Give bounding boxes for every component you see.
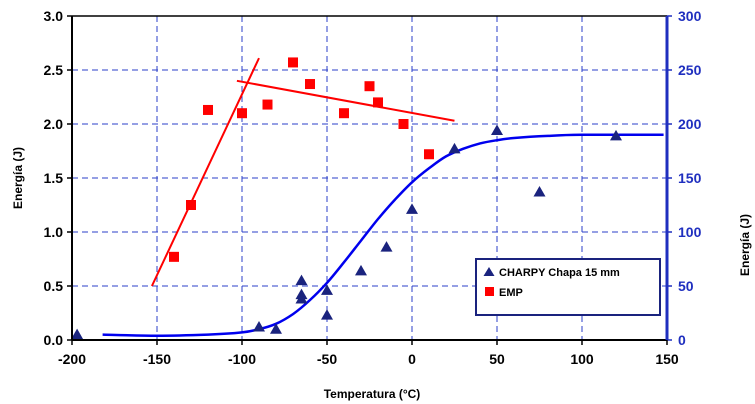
left-y-tick-label: 1.5 bbox=[44, 170, 64, 186]
charpy-point bbox=[533, 186, 546, 197]
emp-point bbox=[373, 97, 383, 108]
emp-point bbox=[262, 99, 273, 110]
legend-box bbox=[475, 258, 661, 316]
right-y-tick-label: 250 bbox=[678, 62, 702, 78]
legend-label-charpy: CHARPY Chapa 15 mm bbox=[499, 267, 620, 279]
charpy-point bbox=[71, 328, 84, 340]
right-y-tick-label: 300 bbox=[678, 8, 702, 24]
left-y-tick-label: 0.0 bbox=[44, 332, 64, 348]
emp-point bbox=[364, 81, 375, 92]
left-y-axis-label: Energía (J) bbox=[11, 147, 25, 209]
left-y-tick-label: 3.0 bbox=[44, 8, 64, 24]
right-y-tick-label: 0 bbox=[678, 332, 686, 348]
x-tick-label: 50 bbox=[489, 351, 505, 367]
left-y-tick-label: 2.0 bbox=[44, 116, 64, 132]
charpy-point bbox=[491, 124, 503, 135]
tick-labels: -200 -150 -100 -50 0 50 100 150 0.0 0.5 1.0 1.5 2.0 2… bbox=[44, 8, 702, 367]
emp-point bbox=[288, 57, 298, 68]
emp-point bbox=[237, 108, 247, 119]
right-y-tick-label: 150 bbox=[678, 170, 702, 186]
left-y-tick-label: 2.5 bbox=[44, 62, 64, 78]
emp-point bbox=[305, 79, 315, 90]
emp-point bbox=[169, 251, 179, 262]
charpy-point bbox=[380, 241, 393, 252]
left-y-tick-label: 1.0 bbox=[44, 224, 64, 240]
emp-point bbox=[186, 200, 196, 210]
charpy-point bbox=[610, 129, 622, 141]
charpy-point bbox=[295, 292, 308, 304]
charpy-point bbox=[321, 309, 333, 320]
x-tick-label: -150 bbox=[143, 351, 171, 367]
charpy-point bbox=[321, 284, 333, 295]
emp-trend-line bbox=[236, 79, 455, 122]
emp-point bbox=[398, 119, 409, 129]
legend-triangle-icon bbox=[483, 267, 495, 276]
charpy-point bbox=[355, 264, 367, 276]
charpy-point bbox=[406, 203, 418, 214]
x-tick-label: -200 bbox=[58, 351, 86, 367]
right-y-axis-label: Energía (J) bbox=[738, 214, 752, 276]
x-axis-label: Temperatura (°C) bbox=[324, 387, 421, 401]
emp-point bbox=[339, 108, 349, 119]
x-tick-label: 100 bbox=[570, 351, 594, 367]
charpy-point bbox=[253, 321, 265, 332]
charpy-point bbox=[448, 142, 461, 154]
trend-lines bbox=[150, 57, 455, 287]
left-y-tick-label: 0.5 bbox=[44, 278, 64, 294]
x-tick-label: -100 bbox=[228, 351, 256, 367]
x-tick-label: -50 bbox=[317, 351, 337, 367]
right-y-tick-label: 100 bbox=[678, 224, 702, 240]
data-points bbox=[71, 57, 622, 340]
legend-label-emp: EMP bbox=[499, 287, 523, 299]
x-tick-label: 150 bbox=[655, 351, 679, 367]
right-y-tick-label: 50 bbox=[678, 278, 694, 294]
x-tick-label: 0 bbox=[408, 351, 416, 367]
emp-trend-line bbox=[150, 57, 260, 287]
right-y-tick-label: 200 bbox=[678, 116, 702, 132]
emp-point bbox=[424, 149, 434, 160]
emp-point bbox=[203, 104, 213, 115]
charpy-point bbox=[295, 274, 308, 286]
legend-square-icon bbox=[485, 287, 494, 296]
legend: CHARPY Chapa 15 mm EMP bbox=[475, 258, 661, 316]
charpy-point bbox=[270, 323, 282, 334]
